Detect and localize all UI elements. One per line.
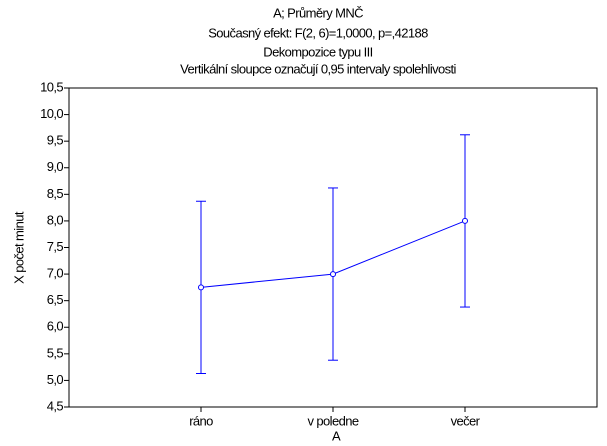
data-point [198,284,204,291]
y-tick-label: 7,5 [47,239,64,254]
y-tick-label: 8,5 [47,186,64,201]
y-tick-label: 4,5 [47,398,64,413]
y-tick-label: 5,5 [47,345,64,360]
y-tick-label: 5,0 [47,372,64,387]
data-point [330,271,336,278]
y-tick-label: 10,0 [40,106,63,121]
y-tick-label: 9,5 [47,133,64,148]
y-tick-label: 6,0 [47,319,64,334]
y-tick-label: 9,0 [47,159,64,174]
data-point [462,217,468,224]
y-tick-label: 8,0 [47,212,64,227]
x-tick-label: ráno [189,413,213,428]
chart-title: A; Průměry MNČ [273,5,363,20]
chart-subtitle: Současný efekt: F(2, 6)=1,0000, p=,42188 [208,25,428,40]
x-axis-label: A [332,428,341,443]
x-tick-label: v poledne [308,413,359,428]
chart-subtitle: Vertikální sloupce označují 0,95 interva… [180,61,456,76]
x-tick-label: večer [451,413,481,428]
y-tick-label: 10,5 [40,79,63,94]
y-tick-label: 6,5 [47,292,64,307]
y-axis-label: X počet minut [11,211,26,284]
y-tick-label: 7,0 [47,266,64,281]
chart-subtitle: Dekompozice typu III [263,44,372,59]
